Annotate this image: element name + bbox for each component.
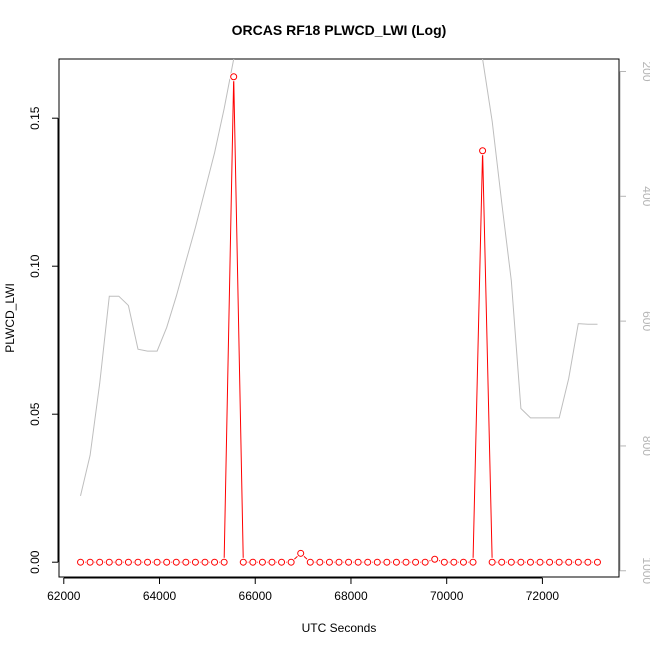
primary-point <box>354 558 362 566</box>
primary-point <box>517 558 525 566</box>
primary-point <box>172 558 180 566</box>
primary-point <box>115 558 123 566</box>
primary-point <box>287 558 295 566</box>
x-tick-label: 70000 <box>430 589 464 603</box>
primary-point <box>392 558 400 566</box>
primary-point <box>105 558 113 566</box>
primary-point <box>124 558 132 566</box>
x-tick-label: 68000 <box>334 589 368 603</box>
primary-point <box>325 558 333 566</box>
primary-point <box>278 558 286 566</box>
primary-point <box>306 558 314 566</box>
primary-point <box>297 549 305 557</box>
primary-point <box>153 558 161 566</box>
primary-point <box>402 558 410 566</box>
primary-point <box>239 558 247 566</box>
primary-point <box>373 558 381 566</box>
primary-point <box>536 558 544 566</box>
primary-point <box>230 73 238 81</box>
primary-point <box>77 558 85 566</box>
primary-point <box>498 558 506 566</box>
y-tick-label: 0.00 <box>28 550 42 574</box>
primary-point <box>488 558 496 566</box>
series-layer <box>76 59 602 567</box>
y-tick-label: 0.05 <box>28 402 42 426</box>
primary-point <box>220 558 228 566</box>
y-axis-right: 200 400 600 800 1000 <box>619 61 650 584</box>
primary-point <box>144 558 152 566</box>
primary-point <box>431 555 439 563</box>
primary-point <box>507 558 515 566</box>
primary-point <box>191 558 199 566</box>
primary-point <box>364 558 372 566</box>
primary-point <box>526 558 534 566</box>
x-tick-label: 66000 <box>239 589 273 603</box>
y-axis-left: 0.00 0.05 0.10 0.15 <box>28 106 59 574</box>
y2-tick-label: 200 <box>640 61 650 81</box>
y2-tick-label: 600 <box>640 311 650 331</box>
primary-point <box>86 558 94 566</box>
primary-point <box>479 147 487 155</box>
primary-point <box>450 558 458 566</box>
primary-point <box>469 558 477 566</box>
plot-frame <box>58 58 620 578</box>
primary-point <box>593 558 601 566</box>
primary-point <box>584 558 592 566</box>
primary-point <box>421 558 429 566</box>
primary-point <box>134 558 142 566</box>
primary-point <box>163 558 171 566</box>
primary-point <box>345 558 353 566</box>
primary-point <box>335 558 343 566</box>
y-axis-label: PLWCD_LWI <box>3 283 17 353</box>
primary-point <box>96 558 104 566</box>
x-tick-label: 62000 <box>47 589 81 603</box>
y2-tick-label: 400 <box>640 186 650 206</box>
x-tick-label: 64000 <box>143 589 177 603</box>
x-axis-label: UTC Seconds <box>302 621 377 635</box>
primary-point <box>316 558 324 566</box>
primary-series-line <box>80 76 598 563</box>
primary-point <box>249 558 257 566</box>
primary-point <box>211 558 219 566</box>
y2-tick-label: 1000 <box>640 557 650 584</box>
primary-point <box>565 558 573 566</box>
chart-title: ORCAS RF18 PLWCD_LWI (Log) <box>232 22 447 38</box>
primary-point <box>201 558 209 566</box>
primary-point <box>182 558 190 566</box>
secondary-series-line <box>80 59 598 497</box>
primary-point <box>412 558 420 566</box>
y-tick-label: 0.10 <box>28 254 42 278</box>
primary-point <box>459 558 467 566</box>
y2-tick-label: 800 <box>640 436 650 456</box>
x-tick-label: 72000 <box>526 589 560 603</box>
primary-point <box>574 558 582 566</box>
primary-point <box>440 558 448 566</box>
primary-point <box>546 558 554 566</box>
primary-point <box>258 558 266 566</box>
primary-point <box>383 558 391 566</box>
primary-point <box>555 558 563 566</box>
x-axis: 62000 64000 66000 68000 70000 72000 <box>47 577 560 603</box>
y-tick-label: 0.15 <box>28 106 42 130</box>
primary-point <box>268 558 276 566</box>
